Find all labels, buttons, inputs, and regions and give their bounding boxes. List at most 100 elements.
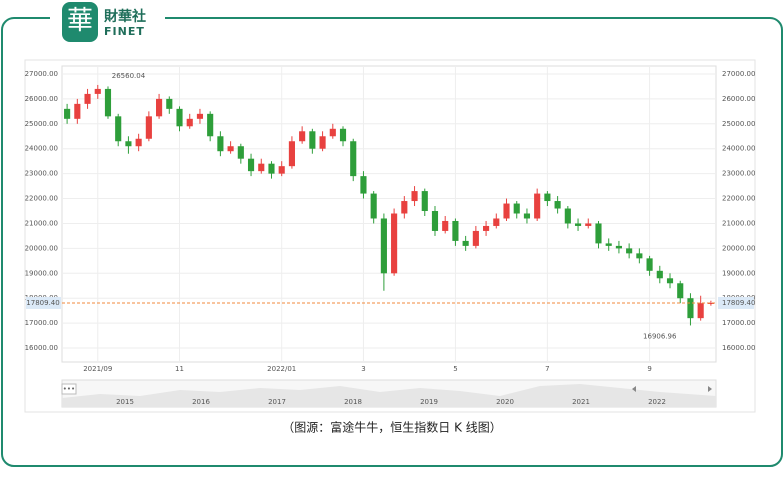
candle-body (196, 113, 204, 119)
y2-tick-label: 21000.00 (722, 219, 755, 227)
y2-tick-label: 26000.00 (722, 95, 755, 103)
y-tick-label: 27000.00 (25, 70, 58, 78)
x-tick-label: 7 (545, 365, 549, 373)
candle-body (401, 201, 408, 214)
candle-body (360, 176, 367, 194)
candle-body (564, 208, 571, 224)
y2-tick-label: 17000.00 (722, 319, 755, 327)
last-price-box (26, 296, 61, 309)
candle-body (104, 88, 112, 117)
candle-body (329, 128, 336, 137)
brand-en: FINET (104, 25, 145, 38)
candle-body (370, 193, 377, 219)
candle-body (554, 201, 561, 209)
candle-body (452, 220, 459, 241)
candle-body (544, 193, 551, 202)
candle-body (84, 93, 91, 104)
candle-body (687, 298, 694, 319)
navigator-label: 2021 (572, 398, 590, 406)
candle-body (115, 116, 122, 142)
candle-body (176, 108, 183, 127)
navigator-label: 2016 (192, 398, 210, 406)
candle-body (258, 163, 265, 172)
y2-tick-label: 22000.00 (722, 195, 755, 203)
x-tick-label: 2022/01 (267, 365, 296, 373)
candle-body (309, 131, 316, 149)
logo-char: 華 (67, 6, 93, 36)
candle-body (646, 258, 653, 271)
brand: 財華社 (103, 8, 146, 25)
navigator-label: 2022 (648, 398, 666, 406)
navigator-label: 2020 (496, 398, 514, 406)
candle-body (125, 141, 132, 147)
y-tick-label: 21000.00 (25, 219, 58, 227)
candle-body (299, 131, 306, 142)
candle-body (350, 141, 357, 177)
candle-body (207, 113, 214, 137)
logo-badge (62, 2, 98, 42)
last-price-label: 17809.40 (722, 299, 755, 307)
y-tick-label: 23000.00 (25, 170, 58, 178)
candle-body (380, 218, 387, 274)
candle-body (319, 136, 326, 149)
x-tick-label: 11 (175, 365, 184, 373)
annotation: 16906.96 (643, 332, 677, 340)
candle-body (656, 270, 663, 279)
plot-area (61, 65, 717, 363)
chart: 16000.0016000.0017000.0017000.0018000.00… (25, 66, 755, 373)
navigator-label: 2017 (268, 398, 286, 406)
y2-tick-label: 20000.00 (722, 244, 755, 252)
navigator-label: 2019 (420, 398, 438, 406)
x-tick-label: 3 (361, 365, 365, 373)
last-price-box (718, 296, 754, 309)
candle-body (677, 283, 684, 299)
navigator-handle-icon: ••• (63, 385, 75, 393)
candle-body (513, 203, 520, 214)
candle-body (615, 245, 622, 249)
y2-tick-label: 16000.00 (722, 344, 755, 352)
candle-body (247, 158, 255, 172)
candle-body (145, 116, 152, 139)
x-tick-label: 5 (453, 365, 457, 373)
candle-body (626, 248, 633, 254)
candle-body (156, 98, 163, 117)
candle-body (186, 118, 193, 127)
candle-body (483, 225, 490, 231)
last-price-label: 17809.40 (26, 299, 59, 307)
candle-body (64, 108, 71, 119)
y2-tick-label: 23000.00 (722, 170, 755, 178)
caption: （图源：富途牛牛，恒生指数日 K 线图） (282, 420, 502, 435)
y2-tick-label: 19000.00 (722, 269, 755, 277)
candle-body (339, 128, 347, 142)
candle-body (442, 220, 449, 231)
candle-body (574, 223, 582, 226)
candle-body (411, 191, 418, 202)
candle-body (697, 303, 704, 319)
y2-tick-label: 24000.00 (722, 145, 755, 153)
candle-body (278, 166, 285, 174)
navigator-handle[interactable] (61, 383, 77, 395)
y-tick-label: 22000.00 (25, 195, 58, 203)
candle-body (94, 88, 101, 94)
candle-body (288, 141, 295, 167)
y-tick-label: 16000.00 (25, 344, 58, 352)
navigator-label: 2015 (116, 398, 134, 406)
candle-body (135, 138, 142, 147)
candle-body (421, 191, 428, 212)
candle-body (595, 223, 602, 244)
y2-tick-label: 25000.00 (722, 120, 755, 128)
candle-body (462, 240, 469, 246)
candle-body (391, 213, 398, 274)
candle-body (605, 243, 612, 246)
annotation: 26560.04 (112, 72, 146, 80)
candle-body (585, 223, 592, 226)
candle-body (472, 230, 479, 246)
candle-body (431, 211, 439, 231)
candle-body (666, 278, 674, 284)
candle-body (503, 203, 510, 219)
candle-body (237, 146, 244, 159)
navigator-label: 2018 (344, 398, 362, 406)
candle-body (74, 103, 81, 119)
